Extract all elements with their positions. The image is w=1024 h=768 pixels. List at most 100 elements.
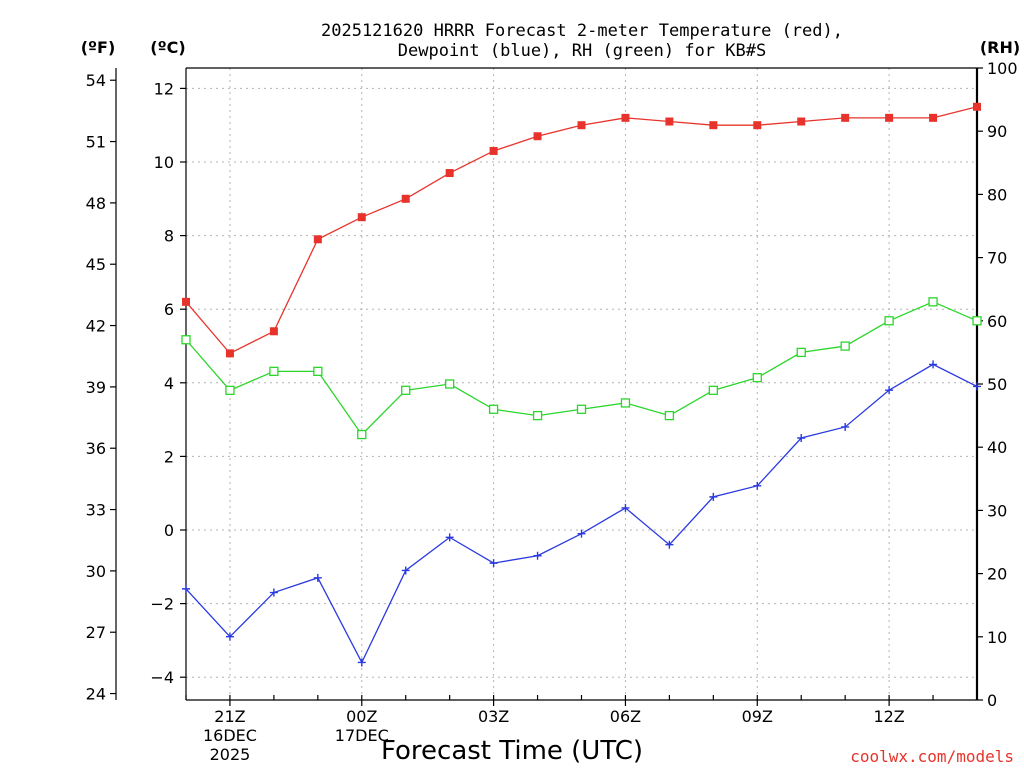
temperature-point: [225, 349, 234, 358]
rh-point: [576, 404, 587, 414]
rh-tick-label: 10: [987, 628, 1007, 647]
temperature-point: [753, 121, 762, 130]
rh-tick-label: 30: [987, 501, 1007, 520]
fahrenheit-tick-label: 30: [86, 562, 106, 581]
rh-tick-label: 70: [987, 249, 1007, 268]
rh-tick-label: 80: [987, 185, 1007, 204]
rh-point: [401, 385, 411, 395]
dewpoint-point: [973, 382, 981, 391]
temperature-line: [185, 106, 978, 355]
rh-point: [532, 410, 543, 421]
celsius-tick-label: 4: [164, 374, 174, 393]
fahrenheit-tick-label: 51: [86, 133, 106, 152]
temperature-point: [577, 121, 586, 130]
dewpoint-point: [533, 551, 542, 560]
fahrenheit-tick-label: 48: [86, 194, 106, 213]
time-tick-label: 17DEC: [335, 726, 389, 745]
rh-point: [445, 379, 455, 389]
rh-point: [708, 385, 718, 395]
rh-tick-label: 20: [987, 565, 1007, 584]
celsius-tick-label: 0: [164, 521, 174, 540]
rh-point: [752, 373, 762, 383]
rh-tick-label: 0: [987, 691, 997, 710]
dewpoint-point: [621, 503, 630, 512]
plot-frame: [185, 67, 979, 701]
temperature-point: [313, 235, 322, 244]
rh-tick-label: 100: [987, 59, 1018, 78]
dewpoint-point: [489, 559, 498, 568]
series-layer: [181, 102, 982, 667]
chart-title-line-1: 2025121620 HRRR Forecast 2-meter Tempera…: [321, 21, 843, 41]
celsius-tick-label: −2: [150, 595, 174, 614]
rh-point: [488, 404, 499, 414]
dewpoint-point: [357, 658, 366, 667]
temperature-point: [533, 132, 542, 141]
temperature-point: [182, 297, 190, 306]
rh-point: [972, 316, 982, 326]
celsius-tick-label: 10: [154, 153, 174, 172]
time-tick-label: 03Z: [478, 707, 509, 726]
dewpoint-series: [182, 360, 981, 667]
fahrenheit-tick-label: 54: [86, 71, 106, 90]
dewpoint-point: [577, 529, 586, 538]
fahrenheit-axis: 54 51 48 45 42 39 36 33 30 27 24: [86, 68, 117, 704]
temperature-point: [929, 113, 938, 122]
dewpoint-point: [182, 584, 190, 593]
celsius-tick-label: −4: [150, 668, 174, 687]
temperature-point: [357, 213, 366, 222]
x-axis-label: Forecast Time (UTC): [381, 736, 643, 766]
fahrenheit-tick-label: 24: [86, 685, 106, 704]
rh-point: [225, 385, 235, 395]
dewpoint-point: [665, 540, 674, 549]
credit-text: coolwx.com/models: [850, 747, 1014, 766]
celsius-tick-label: 8: [164, 227, 174, 246]
temperature-point: [973, 102, 981, 111]
temperature-point: [445, 169, 454, 178]
rh-point: [664, 410, 675, 421]
rh-point: [269, 366, 279, 377]
chart-title-line-2: Dewpoint (blue), RH (green) for KB#S: [398, 41, 766, 61]
temperature-point: [885, 113, 894, 122]
celsius-axis: 12 10 8 6 4 2 0 −2 −4: [150, 79, 186, 687]
rh-unit-label: (RH): [980, 38, 1020, 57]
grid-layer: [186, 68, 977, 700]
rh-tick-label: 60: [987, 312, 1007, 331]
rh-point: [313, 366, 323, 377]
temperature-point: [797, 117, 806, 126]
dewpoint-point: [401, 566, 410, 575]
dewpoint-point: [313, 573, 322, 582]
rh-point: [357, 429, 367, 440]
temperature-point: [841, 113, 850, 122]
fahrenheit-tick-label: 36: [86, 439, 106, 458]
rh-point: [181, 335, 191, 345]
dewpoint-point: [225, 632, 234, 641]
temperature-point: [709, 121, 718, 130]
dewpoint-point: [885, 386, 894, 395]
rh-point: [620, 398, 631, 408]
temperature-point: [489, 146, 498, 155]
dewpoint-point: [797, 434, 806, 442]
rh-tick-label: 50: [987, 375, 1007, 394]
rh-series: [181, 297, 982, 440]
time-tick-label: 21Z: [214, 707, 245, 726]
rh-line: [185, 301, 978, 436]
fahrenheit-tick-label: 39: [86, 378, 106, 397]
dewpoint-point: [841, 422, 850, 431]
fahrenheit-tick-label: 45: [86, 255, 106, 274]
dewpoint-point: [753, 481, 762, 490]
time-tick-label: 06Z: [610, 707, 641, 726]
fahrenheit-tick-label: 33: [86, 501, 106, 520]
temperature-point: [269, 327, 278, 336]
time-tick-label: 2025: [210, 745, 251, 764]
fahrenheit-tick-label: 42: [86, 317, 106, 336]
dewpoint-point: [929, 360, 938, 369]
dewpoint-point: [445, 533, 454, 542]
dewpoint-point: [269, 588, 278, 597]
rh-point: [884, 316, 894, 326]
time-tick-label: 00Z: [346, 707, 377, 726]
celsius-tick-label: 2: [164, 447, 174, 466]
time-tick-label: 16DEC: [203, 726, 257, 745]
rh-point: [928, 297, 938, 307]
temperature-series: [182, 102, 981, 358]
